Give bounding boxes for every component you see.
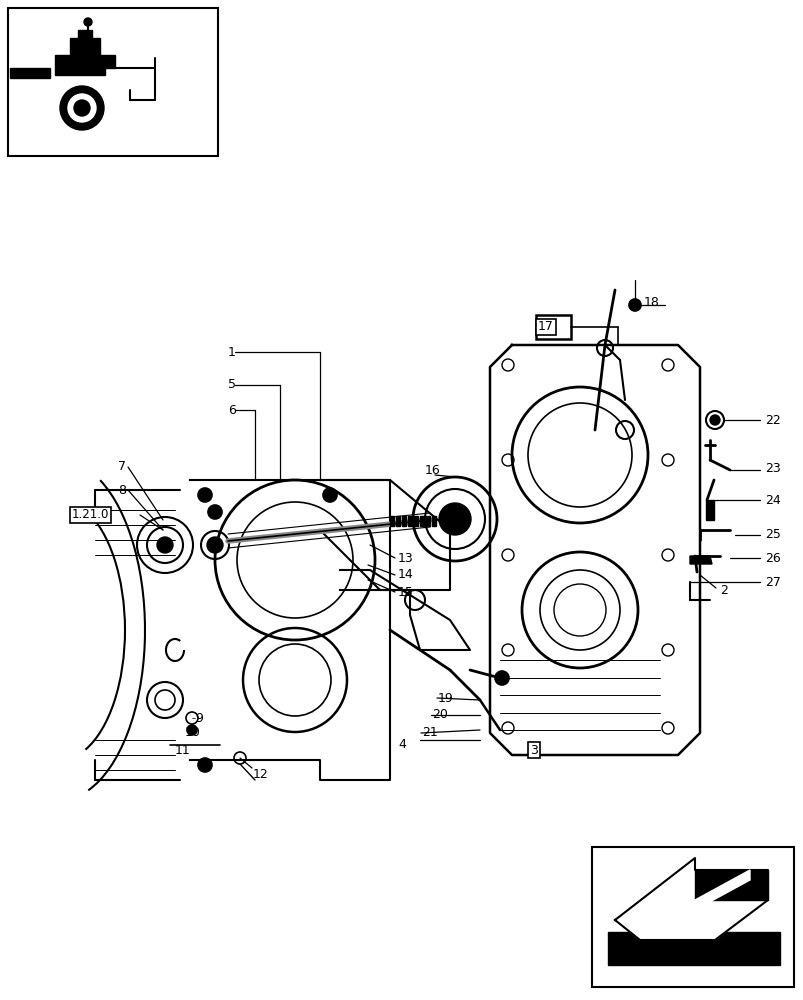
Circle shape: [206, 537, 222, 553]
Polygon shape: [431, 516, 435, 526]
Circle shape: [495, 671, 508, 685]
Text: 27: 27: [764, 576, 780, 588]
Text: 5: 5: [228, 378, 236, 391]
Polygon shape: [55, 55, 115, 75]
Bar: [8, 8, 218, 156]
Circle shape: [198, 488, 212, 502]
Text: 26: 26: [764, 552, 780, 564]
Polygon shape: [414, 516, 418, 526]
Circle shape: [709, 415, 719, 425]
Text: 21: 21: [422, 726, 437, 740]
Polygon shape: [694, 870, 749, 910]
Polygon shape: [426, 516, 430, 526]
Text: 11: 11: [175, 744, 190, 756]
Circle shape: [208, 505, 222, 519]
Polygon shape: [607, 932, 779, 965]
Text: 7: 7: [118, 460, 126, 474]
Text: 10: 10: [185, 726, 201, 740]
Text: 8: 8: [118, 484, 126, 496]
Circle shape: [74, 100, 90, 116]
Text: 4: 4: [397, 738, 406, 752]
Circle shape: [157, 537, 173, 553]
Text: 14: 14: [397, 568, 414, 582]
Polygon shape: [614, 858, 767, 940]
Text: 22: 22: [764, 414, 780, 426]
Text: 13: 13: [397, 552, 414, 564]
Text: 18: 18: [643, 296, 659, 308]
Text: 19: 19: [438, 692, 453, 704]
Text: 25: 25: [764, 528, 780, 542]
Text: 24: 24: [764, 493, 780, 506]
Circle shape: [187, 725, 197, 735]
Text: 12: 12: [253, 768, 268, 782]
Circle shape: [84, 18, 92, 26]
Text: 23: 23: [764, 462, 780, 475]
Circle shape: [60, 86, 104, 130]
Polygon shape: [389, 516, 393, 526]
Text: 16: 16: [425, 464, 440, 477]
Text: 1.21.0: 1.21.0: [72, 508, 109, 522]
Polygon shape: [689, 556, 711, 564]
Circle shape: [198, 758, 212, 772]
Text: 15: 15: [397, 585, 414, 598]
Polygon shape: [705, 500, 713, 520]
Polygon shape: [78, 30, 92, 38]
Polygon shape: [70, 38, 100, 55]
Circle shape: [438, 503, 471, 535]
Polygon shape: [407, 516, 411, 526]
Bar: [591, 847, 793, 987]
Text: 17: 17: [537, 320, 553, 334]
Text: 2: 2: [719, 584, 727, 596]
Bar: [536, 315, 570, 339]
Polygon shape: [396, 516, 400, 526]
Circle shape: [68, 94, 96, 122]
Text: 1: 1: [228, 346, 235, 359]
Circle shape: [628, 299, 640, 311]
Text: 6: 6: [228, 403, 235, 416]
Polygon shape: [10, 68, 50, 78]
Text: 9: 9: [195, 712, 202, 724]
Text: 20: 20: [431, 708, 447, 722]
Polygon shape: [402, 516, 406, 526]
Circle shape: [323, 488, 336, 502]
Polygon shape: [419, 516, 423, 526]
Polygon shape: [694, 870, 767, 900]
Text: 3: 3: [529, 744, 537, 756]
